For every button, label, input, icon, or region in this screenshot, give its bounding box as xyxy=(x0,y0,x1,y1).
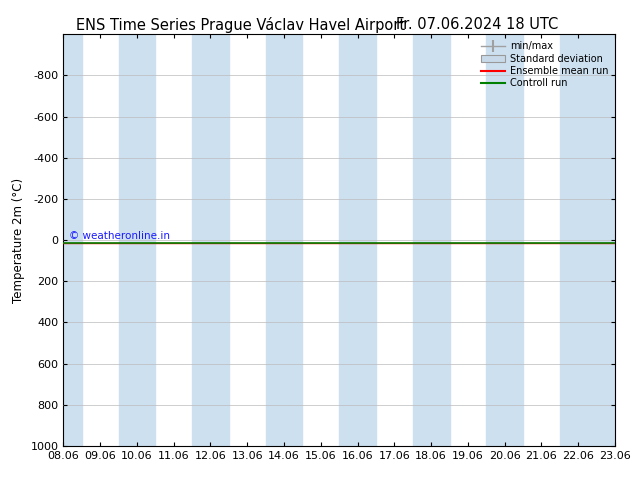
Bar xyxy=(192,34,229,446)
Bar xyxy=(119,34,155,446)
Bar xyxy=(560,34,615,446)
Bar xyxy=(413,34,450,446)
Bar xyxy=(63,34,82,446)
Text: Fr. 07.06.2024 18 UTC: Fr. 07.06.2024 18 UTC xyxy=(396,17,558,32)
Bar xyxy=(266,34,302,446)
Text: © weatheronline.in: © weatheronline.in xyxy=(69,231,170,241)
Text: ENS Time Series Prague Václav Havel Airport: ENS Time Series Prague Václav Havel Airp… xyxy=(76,17,405,33)
Y-axis label: Temperature 2m (°C): Temperature 2m (°C) xyxy=(12,177,25,303)
Bar xyxy=(486,34,523,446)
Legend: min/max, Standard deviation, Ensemble mean run, Controll run: min/max, Standard deviation, Ensemble me… xyxy=(479,39,610,90)
Bar xyxy=(339,34,376,446)
